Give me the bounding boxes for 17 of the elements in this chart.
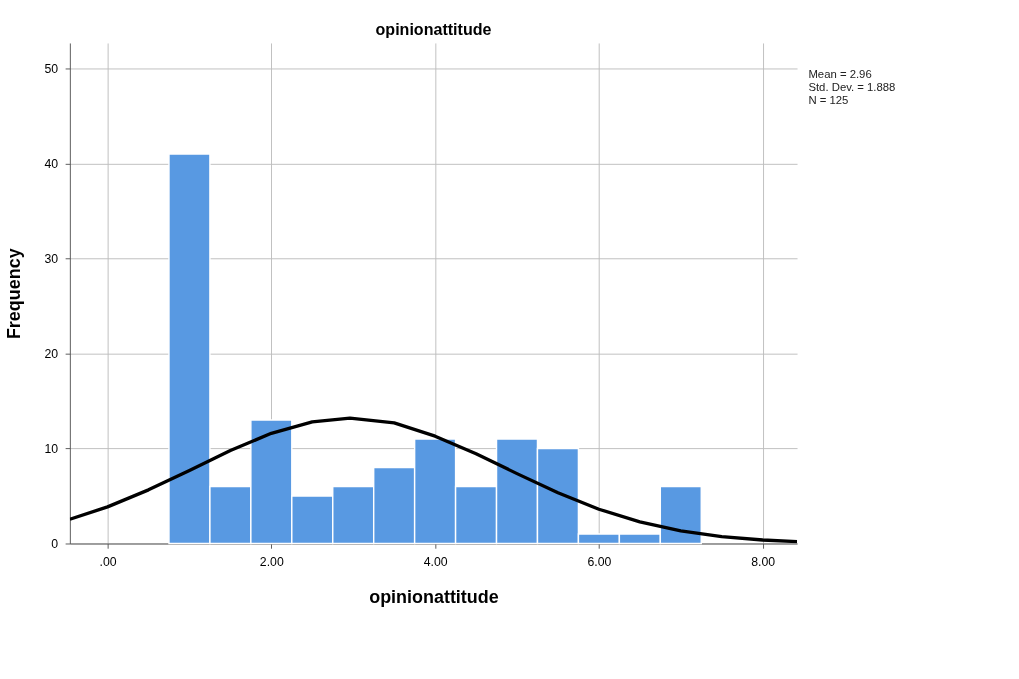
y-tick-label: 50 [44,61,59,76]
text: Mean = 2.96 [808,67,872,80]
y-tick-label: 20 [44,346,59,361]
y-axis-title: Frequency [3,248,24,340]
y-tick-label: 10 [44,441,59,456]
text: N = 125 [808,94,849,107]
x-tick-label: .00 [99,554,117,569]
x-axis-title: opinionattitude [369,587,499,608]
y-tick-label: 40 [44,156,59,171]
text: Std. Dev. = 1.888 [808,81,896,94]
x-tick-label: 2.00 [259,554,284,569]
x-tick-label: 4.00 [423,554,448,569]
chart-title: opinionattitude [375,20,492,39]
y-tick-label: 0 [51,536,59,551]
y-tick-label: 30 [44,251,59,266]
x-tick-label: 6.00 [587,554,612,569]
x-tick-label: 8.00 [751,554,776,569]
